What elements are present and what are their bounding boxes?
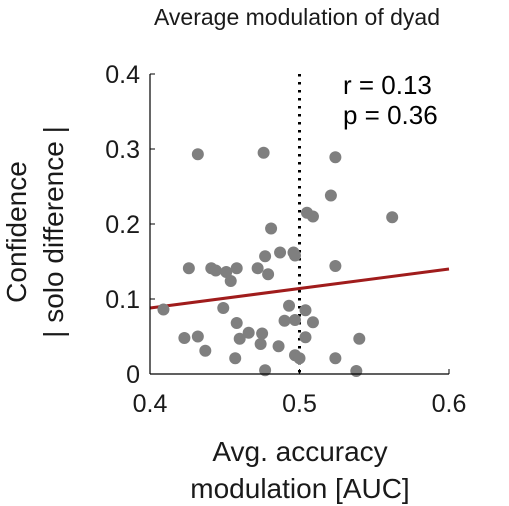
data-point-27 (279, 315, 291, 327)
data-point-6 (199, 345, 211, 357)
data-point-20 (258, 147, 270, 159)
data-point-23 (262, 268, 274, 280)
x-axis-label-line2: modulation [AUC] (190, 473, 409, 504)
data-point-17 (252, 262, 264, 274)
data-point-39 (325, 190, 337, 202)
stat-p: p = 0.36 (343, 100, 438, 130)
data-point-8 (210, 265, 222, 277)
data-point-18 (255, 338, 267, 350)
y-tick-label: 0.4 (105, 61, 140, 89)
data-point-9 (217, 302, 229, 314)
y-tick-label: 0 (126, 361, 140, 389)
y-tick-label: 0.1 (105, 286, 140, 314)
data-point-26 (274, 247, 286, 259)
data-point-21 (259, 250, 271, 262)
y-axis-label-line2: | solo difference | (38, 126, 69, 338)
data-point-24 (265, 223, 277, 235)
y-tick-label: 0.3 (105, 136, 140, 164)
x-tick-label: 0.5 (282, 390, 317, 418)
data-point-16 (243, 327, 255, 339)
data-point-14 (231, 317, 243, 329)
data-point-28 (283, 300, 295, 312)
x-tick-label: 0.4 (133, 390, 168, 418)
data-point-31 (289, 250, 301, 262)
data-point-2 (178, 332, 190, 344)
data-point-33 (294, 352, 306, 364)
y-axis-label-line1: Confidence (1, 161, 32, 303)
data-point-45 (386, 211, 398, 223)
data-point-12 (231, 262, 243, 274)
data-point-41 (329, 260, 341, 272)
data-point-43 (350, 365, 362, 377)
data-point-3 (183, 262, 195, 274)
data-point-44 (353, 333, 365, 345)
data-point-11 (225, 275, 237, 287)
data-point-35 (299, 304, 311, 316)
y-tick-label: 0.2 (105, 211, 140, 239)
chart-title: Average modulation of dyad (154, 4, 440, 30)
data-point-40 (329, 151, 341, 163)
x-tick-label: 0.6 (432, 390, 467, 418)
data-point-19 (256, 328, 268, 340)
data-point-5 (192, 331, 204, 343)
data-point-37 (307, 211, 319, 223)
stat-r: r = 0.13 (343, 70, 432, 100)
data-point-30 (289, 314, 301, 326)
data-point-25 (273, 340, 285, 352)
x-axis-label-line1: Avg. accuracy (212, 436, 387, 467)
data-point-1 (157, 304, 169, 316)
data-point-38 (307, 316, 319, 328)
data-point-42 (329, 352, 341, 364)
data-point-4 (192, 148, 204, 160)
data-point-13 (229, 352, 241, 364)
data-point-34 (299, 331, 311, 343)
